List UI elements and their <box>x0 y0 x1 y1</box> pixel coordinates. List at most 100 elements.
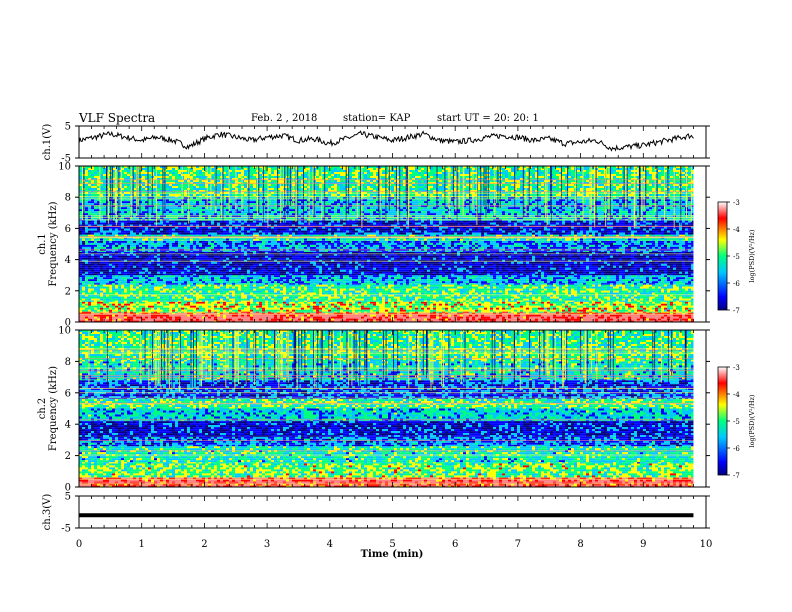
spectrogram-cell <box>295 281 298 284</box>
spectrogram-cell <box>628 318 631 321</box>
spectrogram-cell <box>646 307 649 310</box>
spectrogram-cell <box>451 284 454 287</box>
spectrogram-cell <box>592 290 595 293</box>
spectrogram-cell <box>412 294 415 297</box>
spectrogram-cell <box>445 296 448 299</box>
spectrogram-cell <box>307 300 310 302</box>
spectrogram-cell <box>691 296 694 299</box>
spectrogram-cell <box>613 275 616 278</box>
spectrogram-cell <box>307 279 310 282</box>
spectrogram-cell <box>379 279 382 282</box>
spectrogram-cell <box>370 292 373 295</box>
spectrogram-cell <box>313 305 316 308</box>
spectrogram-cell <box>451 318 454 321</box>
spectrogram-cell <box>484 311 487 313</box>
spectrogram-cell <box>208 318 211 321</box>
spectrogram-cell <box>253 281 256 284</box>
spectrogram-cell <box>640 294 643 297</box>
spectrogram-cell <box>520 279 523 282</box>
spectrogram-cell <box>244 290 247 293</box>
spectrogram-cell <box>283 279 286 282</box>
spectrogram-cell <box>211 318 214 321</box>
spectrogram-cell <box>604 305 607 308</box>
spectrogram-cell <box>271 288 274 291</box>
spectrogram-cell <box>154 294 157 297</box>
spectrogram-cell <box>499 300 502 302</box>
spectrogram-cell <box>268 288 271 291</box>
spectrogram-cell <box>580 303 583 306</box>
spectrogram-cell <box>589 279 592 282</box>
spectrogram-cell <box>316 296 319 299</box>
spectrogram-cell <box>217 296 220 299</box>
spectrogram-cell <box>481 288 484 291</box>
spectrogram-cell <box>349 277 352 280</box>
spectrogram-cell <box>262 300 265 302</box>
spectrogram-cell <box>544 296 547 299</box>
spectrogram-cell <box>649 284 652 287</box>
spectrogram-cell <box>106 311 109 313</box>
spectrogram-cell <box>325 314 328 317</box>
spectrogram-cell <box>226 286 229 289</box>
spectrogram-cell <box>79 288 82 291</box>
spectrogram-cell <box>427 284 430 287</box>
spectrogram-cell <box>628 307 631 310</box>
spectrogram-cell <box>265 292 268 295</box>
spectrogram-cell <box>130 298 133 301</box>
spectrogram-cell <box>436 298 439 301</box>
spectrogram-cell <box>628 298 631 301</box>
spectrogram-cell <box>97 301 100 304</box>
spectrogram-cell <box>391 288 394 291</box>
spectrogram-cell <box>184 311 187 313</box>
spectrogram-cell <box>550 320 553 322</box>
spectrogram-cell <box>325 309 328 312</box>
spectrogram-cell <box>262 301 265 304</box>
spectrogram-cell <box>424 307 427 310</box>
spectrogram-cell <box>256 318 259 321</box>
spectrogram-cell <box>217 314 220 317</box>
spectrogram-cell <box>457 303 460 306</box>
spectrogram-cell <box>487 309 490 312</box>
spectrogram-cell <box>409 314 412 317</box>
spectrogram-cell <box>91 316 94 319</box>
spectrogram-cell <box>313 275 316 278</box>
spectrogram-cell <box>562 284 565 287</box>
spectrogram-cell <box>550 294 553 297</box>
spectrogram-cell <box>337 305 340 308</box>
spectrogram-cell <box>175 316 178 319</box>
spectrogram-cell <box>259 314 262 317</box>
spectrogram-cell <box>643 303 646 306</box>
spectrogram-cell <box>274 286 277 289</box>
spectrogram-cell <box>553 311 556 313</box>
spectrogram-cell <box>361 281 364 284</box>
spectrogram-cell <box>688 311 691 313</box>
spectrogram-cell <box>172 303 175 306</box>
spectrogram-cell <box>229 314 232 317</box>
spectrogram-cell <box>430 311 433 313</box>
spectrogram-cell <box>655 300 658 302</box>
spectrogram-cell <box>682 314 685 317</box>
spectrogram-cell <box>631 277 634 280</box>
spectrogram-cell <box>349 314 352 317</box>
spectrogram-cell <box>607 309 610 312</box>
spectrogram-cell <box>112 288 115 291</box>
spectrogram-cell <box>235 286 238 289</box>
spectrogram-cell <box>118 281 121 284</box>
spectrogram-cell <box>121 318 124 321</box>
spectrogram-cell <box>160 309 163 312</box>
spectrogram-cell <box>193 301 196 304</box>
spectrogram-cell <box>478 320 481 322</box>
spectrogram-cell <box>562 290 565 293</box>
spectrogram-cell <box>598 277 601 280</box>
spectrogram-cell <box>565 288 568 291</box>
spectrogram-cell <box>436 281 439 284</box>
spectrogram-cell <box>568 275 571 278</box>
spectrogram-cell <box>283 288 286 291</box>
spectrogram-cell <box>199 298 202 301</box>
spectrogram-cell <box>526 290 529 293</box>
spectrogram-cell <box>334 279 337 282</box>
spectrogram-cell <box>631 320 634 322</box>
spectrogram-cell <box>85 309 88 312</box>
spectrogram-cell <box>460 301 463 304</box>
spectrogram-cell <box>292 292 295 295</box>
spectrogram-cell <box>103 294 106 297</box>
